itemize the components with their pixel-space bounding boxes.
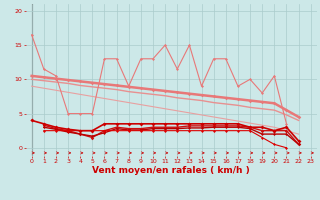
X-axis label: Vent moyen/en rafales ( km/h ): Vent moyen/en rafales ( km/h ) — [92, 166, 250, 175]
